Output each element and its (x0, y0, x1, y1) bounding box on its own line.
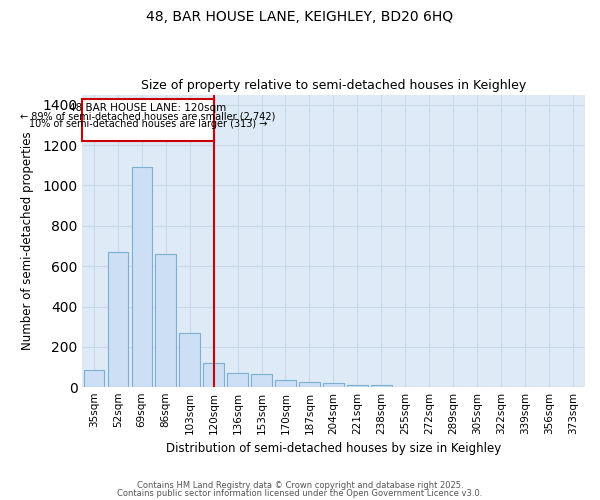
Bar (131, 168, 152, 388)
Bar (371, 384, 392, 388)
X-axis label: Distribution of semi-detached houses by size in Keighley: Distribution of semi-detached houses by … (166, 442, 501, 455)
Text: 10% of semi-detached houses are larger (313) →: 10% of semi-detached houses are larger (… (29, 119, 267, 129)
Text: Contains HM Land Registry data © Crown copyright and database right 2025.: Contains HM Land Registry data © Crown c… (137, 481, 463, 490)
FancyBboxPatch shape (82, 98, 214, 141)
Bar (155, 254, 176, 388)
Bar (251, 374, 272, 388)
Text: Contains public sector information licensed under the Open Government Licence v3: Contains public sector information licen… (118, 488, 482, 498)
Text: 48 BAR HOUSE LANE: 120sqm: 48 BAR HOUSE LANE: 120sqm (69, 102, 226, 113)
Bar (179, 333, 200, 388)
Bar (347, 386, 368, 388)
Bar (227, 373, 248, 388)
Text: ← 89% of semi-detached houses are smaller (2,742): ← 89% of semi-detached houses are smalle… (20, 112, 275, 122)
Bar (299, 382, 320, 388)
Text: 48, BAR HOUSE LANE, KEIGHLEY, BD20 6HQ: 48, BAR HOUSE LANE, KEIGHLEY, BD20 6HQ (146, 10, 454, 24)
Bar (83, 370, 104, 388)
Bar (203, 363, 224, 388)
Title: Size of property relative to semi-detached houses in Keighley: Size of property relative to semi-detach… (141, 79, 526, 92)
Bar (107, 252, 128, 388)
Bar (323, 384, 344, 388)
Bar (275, 380, 296, 388)
Y-axis label: Number of semi-detached properties: Number of semi-detached properties (21, 132, 34, 350)
